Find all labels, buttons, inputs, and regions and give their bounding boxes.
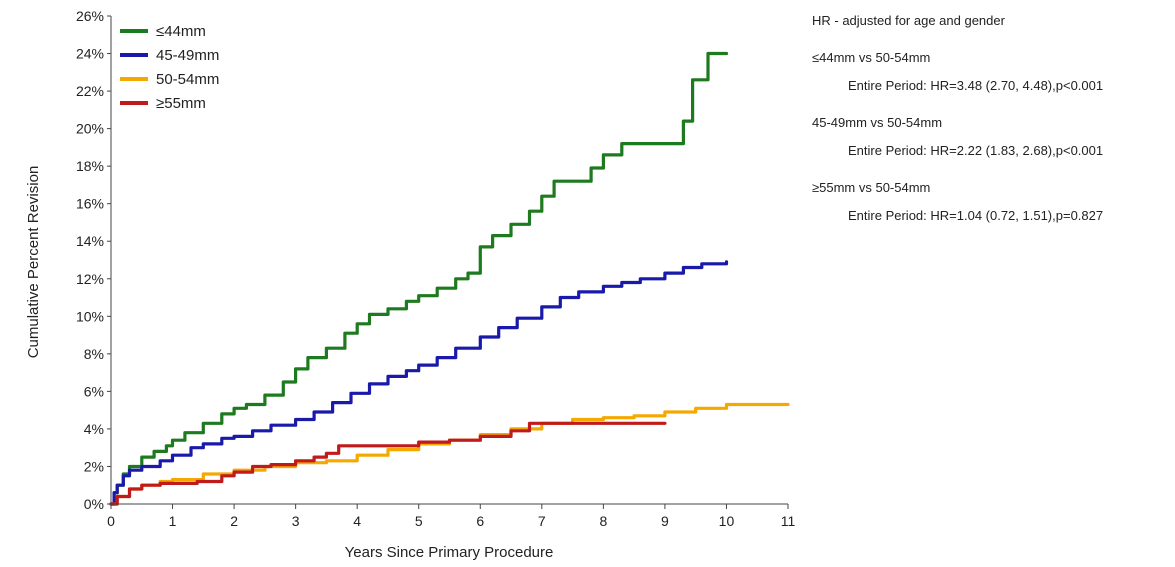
x-tick-label: 8 (599, 513, 607, 529)
hr-comparison-label: 45-49mm vs 50-54mm (812, 115, 943, 130)
hr-group: ≥55mm vs 50-54mm Entire Period: HR=1.04 … (812, 177, 1162, 227)
x-tick-label: 3 (292, 513, 300, 529)
hr-comparison-label: ≥55mm vs 50-54mm (812, 180, 931, 195)
y-tick-label: 6% (84, 383, 104, 399)
y-tick-label: 12% (76, 271, 104, 287)
series-line (109, 51, 729, 506)
x-tick-label: 6 (476, 513, 484, 529)
y-tick-label: 4% (84, 421, 104, 437)
x-tick-label: 1 (169, 513, 177, 529)
y-tick-label: 0% (84, 496, 104, 512)
x-tick-label: 5 (415, 513, 423, 529)
legend-label: 45-49mm (156, 47, 219, 64)
hr-result-text: Entire Period: HR=1.04 (0.72, 1.51),p=0.… (848, 208, 1104, 223)
series-line (109, 402, 790, 506)
series-line (109, 260, 729, 506)
x-tick-label: 10 (719, 513, 735, 529)
y-tick-label: 24% (76, 46, 104, 62)
axes: 0% 2% 4% 6% 8% 10% 12% 14% 16% 18% 20% 22% 24% 26% 0 1 2… (76, 8, 796, 529)
y-tick-label: 16% (76, 196, 104, 212)
legend-label: ≤44mm (156, 23, 206, 40)
y-tick-label: 2% (84, 458, 104, 474)
y-tick-label: 14% (76, 233, 104, 249)
series-line (109, 421, 667, 506)
y-tick-label: 20% (76, 121, 104, 137)
legend-label: ≥55mm (156, 95, 206, 112)
x-tick-label: 0 (107, 513, 115, 529)
legend: ≤44mm 45-49mm 50-54mm ≥55mm (120, 23, 219, 112)
y-tick-label: 8% (84, 346, 104, 362)
hr-group: ≤44mm vs 50-54mm Entire Period: HR=3.48 … (812, 47, 1162, 97)
plot-lines (109, 51, 790, 506)
hazard-ratio-panel: HR - adjusted for age and gender ≤44mm v… (812, 10, 1162, 227)
x-tick-label: 7 (538, 513, 546, 529)
y-tick-label: 22% (76, 83, 104, 99)
x-tick-label: 11 (781, 513, 796, 529)
y-axis-title: Cumulative Percent Revision (25, 166, 42, 359)
y-tick-label: 10% (76, 308, 104, 324)
hr-result-text: Entire Period: HR=3.48 (2.70, 4.48),p<0.… (848, 78, 1104, 93)
x-tick-label: 9 (661, 513, 669, 529)
x-axis-title: Years Since Primary Procedure (345, 544, 554, 561)
hr-group: 45-49mm vs 50-54mm Entire Period: HR=2.2… (812, 112, 1162, 162)
hr-result-text: Entire Period: HR=2.22 (1.83, 2.68),p<0.… (848, 143, 1104, 158)
y-tick-label: 18% (76, 158, 104, 174)
x-tick-label: 2 (230, 513, 238, 529)
hr-panel-title: HR - adjusted for age and gender (812, 13, 1005, 28)
hr-comparison-label: ≤44mm vs 50-54mm (812, 50, 931, 65)
legend-label: 50-54mm (156, 71, 219, 88)
y-tick-label: 26% (76, 8, 104, 24)
x-tick-label: 4 (353, 513, 361, 529)
